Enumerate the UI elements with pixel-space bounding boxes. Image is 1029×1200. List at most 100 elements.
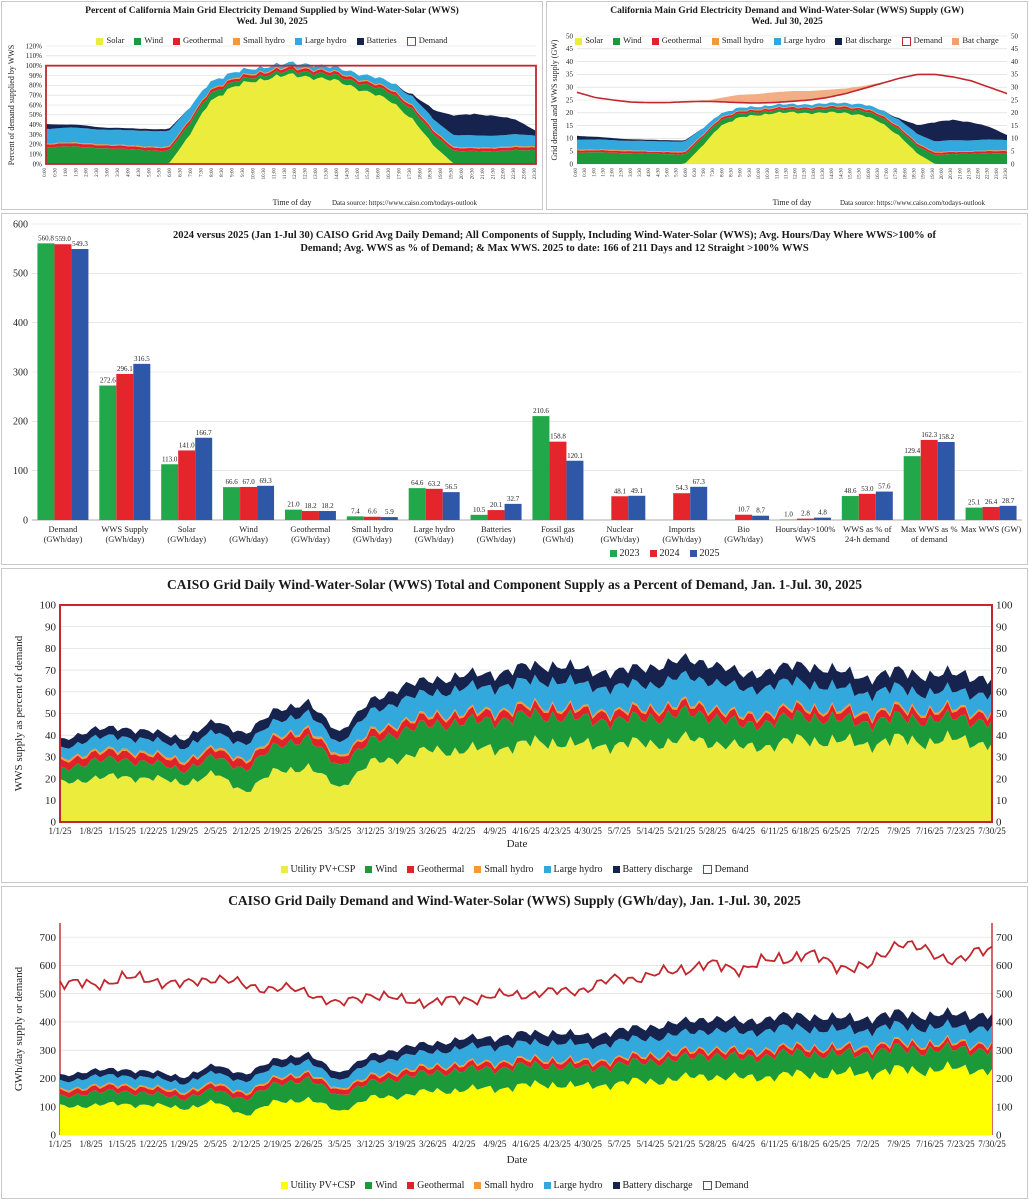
x-tick-label: 14:30 (839, 168, 844, 180)
bar-2024 (178, 450, 196, 520)
data-label: 166.7 (196, 429, 212, 437)
chart-title-line1: California Main Grid Electricity Demand … (610, 6, 964, 16)
demand-line (59, 940, 993, 1010)
y-tick-label-right: 20 (1011, 109, 1019, 117)
y-tick-label: 90 (45, 621, 57, 633)
x-tick-label: 11:00 (775, 168, 780, 180)
bar-2025 (999, 505, 1017, 520)
y-axis-title: WWS supply as percent of demand (13, 635, 25, 791)
data-label: 26.4 (985, 498, 998, 506)
legend-swatch (96, 37, 104, 45)
bar-2025 (318, 511, 336, 520)
data-label: 162.3 (921, 431, 937, 439)
bar-2025 (380, 517, 398, 520)
y-tick-label: 600 (13, 219, 28, 230)
y-tick-label: 40 (45, 730, 57, 742)
x-tick-label: 2:30 (620, 168, 625, 177)
x-tick-label: 9:00 (231, 168, 236, 177)
area-wind (46, 69, 536, 164)
y-tick-label: 45 (566, 45, 574, 53)
legend-label: Utility PV+CSP (290, 1180, 356, 1191)
legend-item: Small hydro (474, 864, 534, 875)
bar-2023 (284, 509, 302, 520)
x-tick-label: 12:30 (803, 168, 808, 180)
x-tick-label: 18:00 (903, 168, 908, 180)
legend-swatch (543, 866, 551, 874)
bar-2025 (504, 503, 522, 520)
y-tick-label: 0% (33, 160, 43, 168)
x-tick-label: 14:00 (335, 168, 340, 180)
legend-item: Wind (613, 35, 642, 45)
data-source-note: Data source: https://www.caiso.com/today… (840, 199, 985, 207)
y-tick-label: 0 (23, 515, 28, 526)
y-tick-label-right: 100 (996, 600, 1013, 612)
x-tick-label: 17:30 (408, 168, 413, 180)
y-tick-label: 25 (566, 96, 574, 104)
bar-2025 (690, 486, 708, 520)
x-axis-title: Time of day (273, 198, 312, 207)
y-axis-title: GWh/day supply or demand (13, 966, 25, 1091)
bar-2023 (470, 514, 488, 520)
x-tick-label: 8:30 (730, 168, 735, 177)
x-tick-label: 2/19/25 (264, 1139, 292, 1149)
x-tick-label: 7/30/25 (978, 826, 1006, 836)
x-tick-label: 6:30 (693, 168, 698, 177)
category-label: Demand (49, 524, 79, 534)
x-tick-label: 4:00 (126, 168, 131, 177)
category-label: (GWh/day) (662, 534, 701, 544)
x-tick-label: 3/5/25 (328, 826, 352, 836)
legend-label: Geothermal (417, 1180, 465, 1191)
x-tick-label: 17:30 (894, 168, 899, 180)
legend-label: Batteries (366, 35, 397, 45)
x-tick-label: 22:00 (502, 168, 507, 180)
data-label: 21.0 (287, 501, 300, 509)
y-tick-label: 35 (566, 71, 574, 79)
bar-2024 (920, 439, 938, 520)
x-tick-label: 6/18/25 (792, 826, 820, 836)
x-tick-label: 4/9/25 (483, 1139, 507, 1149)
bar-2023 (965, 507, 983, 520)
bar-2025 (71, 249, 89, 520)
area-battery-discharge (60, 1007, 992, 1085)
x-tick-label: 3/5/25 (328, 1139, 352, 1149)
legend-item: Small hydro (711, 35, 764, 45)
legend-swatch (365, 866, 373, 874)
x-tick-label: 1/1/25 (48, 826, 72, 836)
area-wind (577, 108, 1007, 164)
x-tick-label: 7:00 (702, 168, 707, 177)
x-tick-label: 0:30 (583, 168, 588, 177)
x-tick-label: 13:30 (821, 168, 826, 180)
x-tick-label: 3:00 (106, 168, 111, 177)
x-tick-label: 20:00 (460, 168, 465, 180)
x-tick-label: 21:30 (967, 168, 972, 180)
legend-item: Bat charge (952, 35, 999, 45)
legend-item: 2023 (609, 548, 640, 559)
category-label: Large hydro (413, 524, 455, 534)
x-tick-label: 3:30 (116, 168, 121, 177)
legend-swatch (407, 1182, 415, 1190)
y-tick-label: 200 (40, 1073, 57, 1085)
y-tick-label: 60% (29, 101, 42, 109)
x-tick-label: 22:30 (986, 168, 991, 180)
y-tick-label-right: 500 (996, 988, 1013, 1000)
legend-label: Demand (418, 35, 448, 45)
y-tick-label: 20 (566, 109, 574, 117)
demand-line (59, 604, 993, 823)
y-tick-label-right: 100 (996, 1101, 1013, 1113)
legend-swatch (702, 865, 712, 875)
legend-item: 2025 (689, 548, 720, 559)
chart-plot-4: 0 0 10 10 20 20 30 30 40 40 50 50 60 60 70 70 80 80 90 90 10… (13, 600, 1013, 850)
category-label: Imports (668, 524, 694, 534)
x-tick-label: 20:30 (949, 168, 954, 180)
y-tick-label-right: 40 (1011, 58, 1019, 66)
chart-title-line2: Wed. Jul 30, 2025 (236, 17, 308, 27)
y-tick-label-right: 600 (996, 960, 1013, 972)
x-tick-label: 9:30 (748, 168, 753, 177)
x-tick-label: 22:00 (977, 168, 982, 180)
x-tick-label: 19:00 (922, 168, 927, 180)
legend-swatch (689, 550, 697, 558)
x-tick-label: 7/23/25 (947, 826, 975, 836)
x-tick-label: 13:00 (812, 168, 817, 180)
chart-title: Percent of California Main Grid Electric… (2, 6, 542, 28)
x-tick-label: 5:30 (675, 168, 680, 177)
